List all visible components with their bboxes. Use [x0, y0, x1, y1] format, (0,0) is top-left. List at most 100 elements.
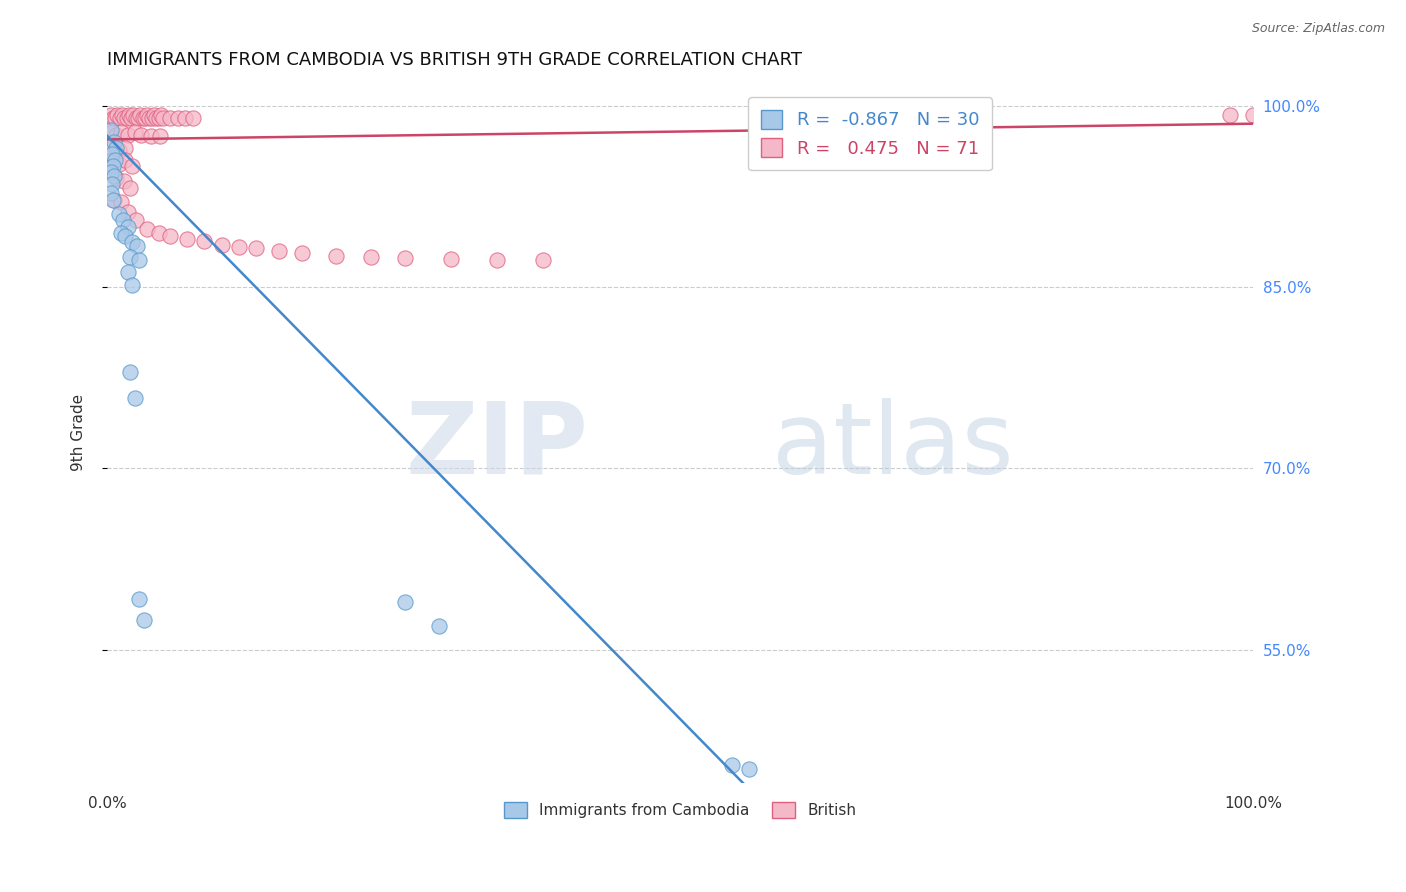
Point — [103, 169, 125, 183]
Point — [124, 125, 146, 139]
Point — [138, 111, 160, 125]
Point — [122, 108, 145, 122]
Point — [118, 250, 141, 264]
Text: ZIP: ZIP — [405, 398, 588, 495]
Point — [100, 147, 122, 161]
Point — [145, 111, 167, 125]
Point — [149, 128, 172, 143]
Point — [112, 213, 135, 227]
Point — [107, 144, 129, 158]
Point — [152, 111, 174, 125]
Point — [128, 253, 150, 268]
Point — [114, 229, 136, 244]
Point — [720, 758, 742, 772]
Point — [103, 135, 125, 149]
Point — [121, 235, 143, 250]
Point — [139, 128, 162, 143]
Point — [105, 141, 128, 155]
Point — [105, 171, 128, 186]
Point — [898, 120, 921, 135]
Point — [429, 619, 451, 633]
Point — [136, 108, 159, 122]
Point — [111, 108, 134, 122]
Point — [107, 207, 129, 221]
Point — [125, 213, 148, 227]
Point — [245, 241, 267, 255]
Point — [120, 111, 142, 125]
Point — [117, 219, 139, 234]
Point — [1219, 108, 1241, 122]
Point — [114, 141, 136, 155]
Point — [267, 244, 290, 258]
Point — [176, 232, 198, 246]
Point — [105, 108, 128, 122]
Point — [112, 173, 135, 187]
Text: atlas: atlas — [772, 398, 1014, 495]
Point — [128, 592, 150, 607]
Point — [131, 128, 153, 142]
Point — [325, 249, 347, 263]
Point — [103, 193, 125, 207]
Point — [100, 153, 122, 167]
Point — [531, 253, 554, 268]
Point — [100, 122, 122, 136]
Point — [125, 239, 148, 253]
Point — [110, 226, 132, 240]
Y-axis label: 9th Grade: 9th Grade — [72, 393, 86, 471]
Point — [485, 253, 508, 268]
Point — [181, 111, 204, 125]
Point — [159, 111, 181, 125]
Text: Source: ZipAtlas.com: Source: ZipAtlas.com — [1251, 22, 1385, 36]
Point — [394, 594, 416, 608]
Point — [107, 156, 129, 170]
Point — [121, 159, 143, 173]
Point — [105, 128, 128, 142]
Point — [117, 205, 139, 219]
Point — [134, 111, 156, 125]
Point — [143, 108, 166, 122]
Legend: Immigrants from Cambodia, British: Immigrants from Cambodia, British — [498, 797, 862, 824]
Point — [101, 111, 124, 125]
Point — [141, 111, 163, 125]
Point — [129, 108, 152, 122]
Point — [174, 111, 197, 125]
Point — [117, 265, 139, 279]
Point — [228, 240, 250, 254]
Point — [136, 222, 159, 236]
Point — [104, 111, 127, 125]
Point — [149, 108, 172, 122]
Point — [127, 111, 149, 125]
Point — [108, 111, 131, 125]
Point — [112, 111, 135, 125]
Point — [100, 141, 122, 155]
Point — [101, 193, 124, 207]
Point — [121, 277, 143, 292]
Point — [193, 234, 215, 248]
Point — [148, 111, 170, 125]
Point — [118, 108, 141, 122]
Point — [291, 246, 314, 260]
Point — [440, 252, 463, 267]
Point — [131, 111, 153, 125]
Point — [394, 251, 416, 265]
Point — [125, 111, 148, 125]
Point — [104, 153, 127, 167]
Point — [1241, 108, 1264, 122]
Point — [100, 165, 122, 179]
Point — [148, 226, 170, 240]
Point — [100, 186, 122, 200]
Point — [159, 229, 181, 244]
Text: IMMIGRANTS FROM CAMBODIA VS BRITISH 9TH GRADE CORRELATION CHART: IMMIGRANTS FROM CAMBODIA VS BRITISH 9TH … — [107, 51, 801, 69]
Point — [211, 237, 233, 252]
Point — [110, 195, 132, 210]
Point — [117, 128, 139, 142]
Point — [110, 125, 132, 139]
Point — [360, 250, 382, 264]
Point — [100, 177, 122, 191]
Point — [167, 111, 190, 125]
Point — [118, 181, 141, 195]
Point — [124, 392, 146, 406]
Point — [100, 108, 122, 122]
Point — [114, 153, 136, 167]
Point — [101, 159, 124, 173]
